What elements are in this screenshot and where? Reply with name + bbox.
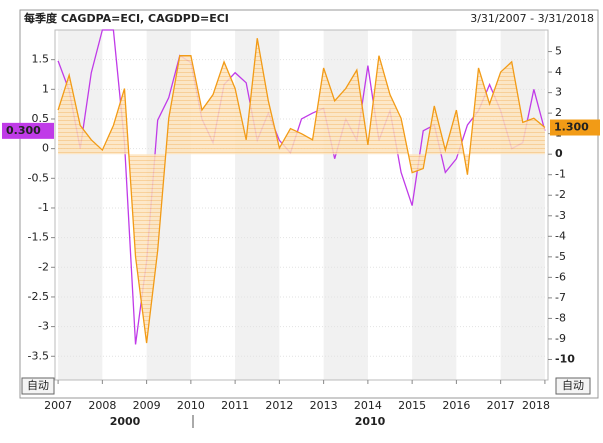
y-tick-label: -3.5 xyxy=(28,349,49,362)
series-line xyxy=(57,38,546,344)
x-tick-label: 2016 xyxy=(442,399,470,412)
x-tick-label: 2013 xyxy=(310,399,338,412)
y-tick-label: 0 xyxy=(42,142,49,155)
y-tick-label: 1.5 xyxy=(32,53,50,66)
y2-tick-label: 3 xyxy=(555,86,562,99)
button-label[interactable]: 自动 xyxy=(27,379,49,392)
x-tick-label: 2018 xyxy=(522,399,550,412)
y-tick-label: -1.5 xyxy=(28,231,49,244)
button-label[interactable]: 自动 xyxy=(562,379,584,392)
date-range: 3/31/2007 - 3/31/2018 xyxy=(470,12,594,25)
button-frame[interactable] xyxy=(555,377,591,395)
y-tick-label: -2 xyxy=(38,260,49,273)
button-frame[interactable] xyxy=(21,377,55,395)
scale-button-left[interactable]: 自动 xyxy=(21,377,55,395)
y2-tick-label: -3 xyxy=(555,209,566,222)
plot-area xyxy=(54,29,549,381)
y2-tick-label: -2 xyxy=(555,188,566,201)
y-tick-label: -2.5 xyxy=(28,290,49,303)
y2-tick-label: 4 xyxy=(555,65,562,78)
y-tick-label: 1 xyxy=(42,82,49,95)
last-value-label: 1.300 xyxy=(554,121,589,134)
decade-label: 2010 xyxy=(355,415,386,428)
y2-tick-label: 5 xyxy=(555,45,562,58)
y2-tick-label: 0 xyxy=(555,147,563,160)
last-value-box xyxy=(2,122,54,139)
x-tick-label: 2009 xyxy=(133,399,161,412)
x-tick-label: 2008 xyxy=(88,399,116,412)
year-band xyxy=(58,30,103,380)
y-tick-label: -3 xyxy=(38,320,49,333)
last-value-box xyxy=(550,119,600,136)
y2-tick-label: 2 xyxy=(555,106,562,119)
y2-tick-label: -8 xyxy=(555,311,566,324)
series-line xyxy=(57,29,546,345)
year-band xyxy=(412,30,457,380)
y2-tick-label: -10 xyxy=(555,352,575,365)
x-tick-label: 2014 xyxy=(354,399,382,412)
chart-title: 每季度 CAGDPA=ECI, CAGDPD=ECI xyxy=(24,11,229,25)
year-band xyxy=(323,30,368,380)
x-tick-label: 2011 xyxy=(221,399,249,412)
x-tick-label: 2007 xyxy=(44,399,72,412)
y2-tick-label: -5 xyxy=(555,250,566,263)
y-tick-label: -0.5 xyxy=(28,171,49,184)
y2-tick-label: -6 xyxy=(555,270,566,283)
y2-tick-label: -9 xyxy=(555,332,566,345)
y2-tick-label: -7 xyxy=(555,291,566,304)
last-value-label: 0.300 xyxy=(6,124,41,137)
y2-tick-label: -1 xyxy=(555,168,566,181)
x-tick-label: 2017 xyxy=(487,399,515,412)
y-tick-label: -1 xyxy=(38,201,49,214)
decade-label: 2000 xyxy=(110,415,141,428)
scale-button-right[interactable]: 自动 xyxy=(555,377,591,395)
x-tick-label: 2012 xyxy=(265,399,293,412)
y2-tick-label: -4 xyxy=(555,229,566,242)
x-tick-label: 2010 xyxy=(177,399,205,412)
y-tick-label: 0.5 xyxy=(32,112,50,125)
area-fill xyxy=(58,38,545,344)
x-tick-label: 2015 xyxy=(398,399,426,412)
